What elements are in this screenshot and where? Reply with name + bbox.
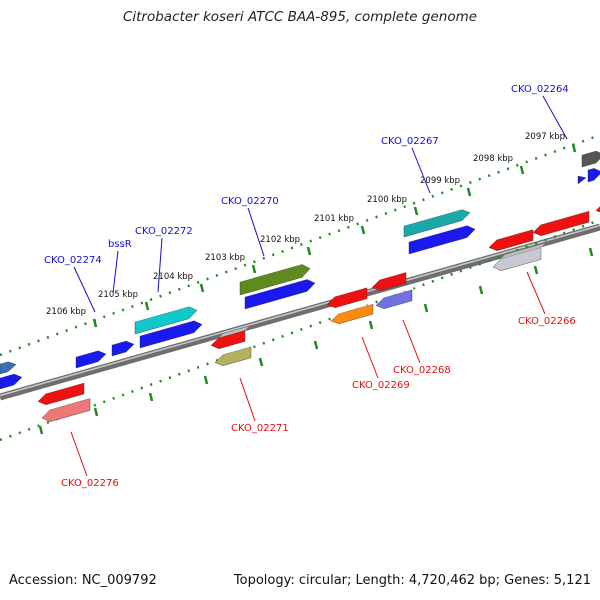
gene-arrow-cko-02267-teal xyxy=(403,209,471,238)
gene-label: CKO_02271 xyxy=(231,423,289,434)
leader-line xyxy=(70,431,88,477)
minor-tick xyxy=(38,425,44,435)
genome-backbone xyxy=(0,223,600,401)
gene-arrow-edge-red xyxy=(595,206,600,213)
gene-arrow-cko-02268-violet xyxy=(375,289,413,309)
tick-label: 2102 kbp xyxy=(260,235,300,245)
gene-arrow-cko-02269-bevel xyxy=(335,283,371,297)
genome-summary-text: Topology: circular; Length: 4,720,462 bp… xyxy=(233,573,591,588)
leader-line xyxy=(73,266,96,313)
tick-label: 2099 kbp xyxy=(420,176,460,186)
tick-label: 2100 kbp xyxy=(367,195,407,205)
gene-features xyxy=(0,147,600,422)
leader-line xyxy=(157,237,163,293)
leader-line xyxy=(402,319,421,364)
gene-label: CKO_02269 xyxy=(352,380,410,391)
major-ticks xyxy=(38,143,594,435)
leader-line xyxy=(239,377,256,422)
gene-arrow-cko-02267-bevel xyxy=(409,221,471,242)
gene-arrow-cko-02271 xyxy=(210,330,246,349)
minor-tick xyxy=(368,320,374,330)
gene-arrow-edge-blue-bevel xyxy=(0,370,18,378)
genome-backbone-highlight xyxy=(0,224,600,397)
minor-tick xyxy=(148,392,154,402)
gene-arrow-cko-02267 xyxy=(408,225,476,255)
gene-arrow-cko-02271-khaki xyxy=(214,346,252,366)
leader-line xyxy=(247,207,265,257)
major-tick xyxy=(360,225,366,235)
gene-arrow-cko-02276-bevel xyxy=(46,378,88,394)
gene-arrow-cko-02270-olive-bevel xyxy=(240,260,306,282)
minor-tick xyxy=(588,247,594,257)
minor-tick xyxy=(478,285,484,295)
gene-label: CKO_02276 xyxy=(61,478,119,489)
label-leaders xyxy=(70,95,568,477)
minor-tick xyxy=(423,303,429,313)
major-tick xyxy=(466,187,472,197)
major-tick xyxy=(306,246,312,256)
gene-arrow-cko-02264-gray-bevel xyxy=(582,147,600,155)
major-tick xyxy=(519,165,525,175)
gene-arrow-cko-02266-bevel xyxy=(497,225,537,240)
gene-label: CKO_02272 xyxy=(135,226,193,237)
gene-label: CKO_02270 xyxy=(221,196,279,207)
tick-label: 2101 kbp xyxy=(314,214,354,224)
gene-arrow-cko-02269-orange-bevel xyxy=(339,300,377,314)
tick-label: 2104 kbp xyxy=(153,272,193,282)
gene-arrow-small xyxy=(577,175,587,185)
gene-arrow-cko-02276-pink-bevel xyxy=(50,394,94,410)
gene-label: CKO_02274 xyxy=(44,255,102,266)
gene-arrow-cko-02268-violet-bevel xyxy=(384,285,416,298)
gene-arrow-bssr-bevel xyxy=(112,337,130,345)
gene-arrow-cko-02271-bevel xyxy=(219,326,249,338)
minor-tick xyxy=(93,407,99,417)
gene-arrow-cko-02267-teal-bevel xyxy=(404,205,466,226)
gene-label: bssR xyxy=(108,239,132,250)
major-tick xyxy=(413,206,419,216)
gene-arrow-small-bevel xyxy=(578,172,582,176)
tick-label: 2097 kbp xyxy=(525,132,565,142)
leader-line xyxy=(361,336,379,379)
minor-tick xyxy=(533,265,539,275)
tick-labels: 2106 kbp 2105 kbp 2104 kbp 2103 kbp 2102 kbp… xyxy=(46,132,565,317)
tick-label: 2103 kbp xyxy=(205,253,245,263)
gene-arrow-edge-slate-bevel xyxy=(0,357,12,364)
gene-arrow-cko-02268-bevel xyxy=(380,268,410,280)
gene-arrow-cko-02274-bevel xyxy=(76,346,102,357)
tick-label: 2098 kbp xyxy=(473,154,513,164)
major-tick xyxy=(251,264,257,274)
accession-text: Accession: NC_009792 xyxy=(9,573,157,588)
gene-label: CKO_02267 xyxy=(381,136,439,147)
gene-label: CKO_02266 xyxy=(518,316,576,327)
gene-arrow-cko-02272-bevel xyxy=(140,316,198,336)
major-tick xyxy=(571,143,577,153)
map-title: Citrobacter koseri ATCC BAA-895, complet… xyxy=(122,9,478,25)
major-tick xyxy=(92,318,98,328)
gene-arrow-cko-02271-khaki-bevel xyxy=(223,342,255,355)
minor-tick xyxy=(203,375,209,385)
major-tick xyxy=(199,283,205,293)
gene-label: CKO_02264 xyxy=(511,84,569,95)
gene-arrow-cko-02269-orange xyxy=(330,303,374,324)
tick-label: 2105 kbp xyxy=(98,290,138,300)
gene-arrow-cko-02264 xyxy=(587,168,600,183)
gene-arrow-cko-02264-bevel xyxy=(588,164,598,170)
leader-line xyxy=(411,147,431,194)
gene-arrow-cko-02272-cyan-bevel xyxy=(135,302,193,322)
leader-line xyxy=(542,95,568,140)
gene-arrow-cko-02264-gray xyxy=(581,150,600,168)
minor-tick xyxy=(313,340,319,350)
gene-arrow-cko-02266b-bevel xyxy=(541,207,593,225)
minor-tick xyxy=(258,357,264,367)
major-tick xyxy=(144,301,150,311)
gene-arrow-cko-02266-gray-bevel xyxy=(501,243,545,259)
leader-line xyxy=(112,250,119,294)
tick-label: 2106 kbp xyxy=(46,307,86,317)
gene-arrow-cko-02268 xyxy=(371,272,407,291)
gene-label: CKO_02268 xyxy=(393,365,451,376)
leader-line xyxy=(526,271,546,315)
gene-arrow-cko-02270-bevel xyxy=(245,275,311,297)
